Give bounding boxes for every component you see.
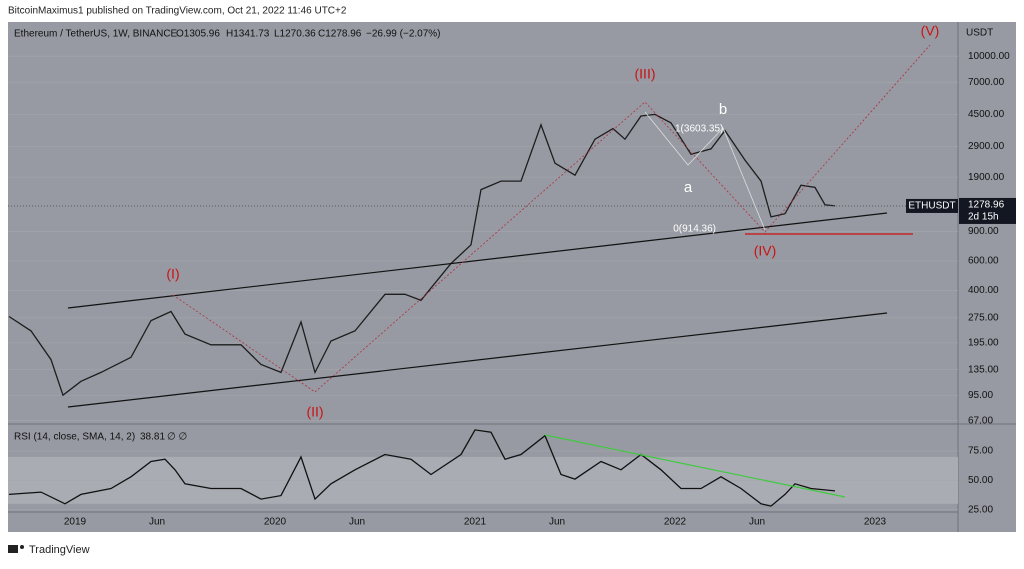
rsi-title: RSI (14, close, SMA, 14, 2) [14,432,135,443]
rsi-extras: ∅ ∅ [167,432,187,443]
fib-label: 1(3603.35) [675,124,723,135]
chart-background [8,22,958,512]
symbol-tag-label: ETHUSDT [908,201,955,212]
price-tag-label: 1278.96 [968,200,1005,211]
wave-label: (III) [635,66,656,82]
wave-label: (II) [306,404,323,420]
y-tick-label: 2900.00 [968,141,1005,152]
x-tick-label: 2022 [664,517,687,528]
symbol-tag [906,198,958,213]
sub-wave-label: b [719,101,727,118]
fib-label: 0(914.36) [673,224,716,235]
x-tick-label: 2021 [464,517,487,528]
channel-lower [67,312,888,408]
y-tick-label: 25.00 [968,504,993,515]
publisher: BitcoinMaximus1 published on TradingView… [8,6,347,17]
wave-label: (IV) [754,243,777,259]
wave-label: (V) [921,23,940,39]
y-tick-label: 7000.00 [968,77,1005,88]
price-axis-background [958,22,1016,532]
rsi-trendline [544,434,846,498]
y-tick-label: 195.00 [968,338,999,349]
correction-path [644,111,766,231]
y-tick-label: 4500.00 [968,109,1005,120]
x-tick-label: Jun [749,517,765,528]
legend-open: O1305.96 [176,29,220,40]
y-tick-label: 600.00 [968,256,999,267]
price-tag [959,197,1016,224]
x-tick-label: Jun [349,517,365,528]
wave-label: (I) [166,266,179,282]
axis-unit: USDT [966,28,993,39]
y-tick-label: 95.00 [968,390,993,401]
x-tick-label: Jun [149,517,165,528]
series-line [8,429,836,507]
y-tick-label: 1900.00 [968,172,1005,183]
channel-upper [67,212,888,309]
legend-low: L1270.36 [274,29,316,40]
x-tick-label: Jun [549,517,565,528]
y-tick-label: 50.00 [968,475,993,486]
legend-close: C1278.96 [318,29,362,40]
legend-change: −26.99 (−2.07%) [366,29,441,40]
legend-symbol: Ethereum / TetherUS, 1W, BINANCE [14,29,178,40]
x-tick-label: 2019 [64,517,87,528]
logo [8,545,24,553]
y-tick-label: 10000.00 [968,51,1010,62]
y-tick-label: 75.00 [968,446,993,457]
countdown-label: 2d 15h [968,212,999,223]
x-tick-label: 2023 [864,517,887,528]
series-line [8,113,836,397]
rsi-value: 38.81 [140,432,165,443]
footer-brand: TradingView [29,544,90,556]
y-tick-label: 67.00 [968,415,993,426]
legend-high: H1341.73 [226,29,270,40]
y-tick-label: 400.00 [968,285,999,296]
time-axis-background [8,512,958,532]
sub-wave-label: a [684,179,693,196]
y-tick-label: 135.00 [968,364,999,375]
x-tick-label: 2020 [264,517,287,528]
y-tick-label: 275.00 [968,312,999,323]
y-tick-label: 900.00 [968,226,999,237]
